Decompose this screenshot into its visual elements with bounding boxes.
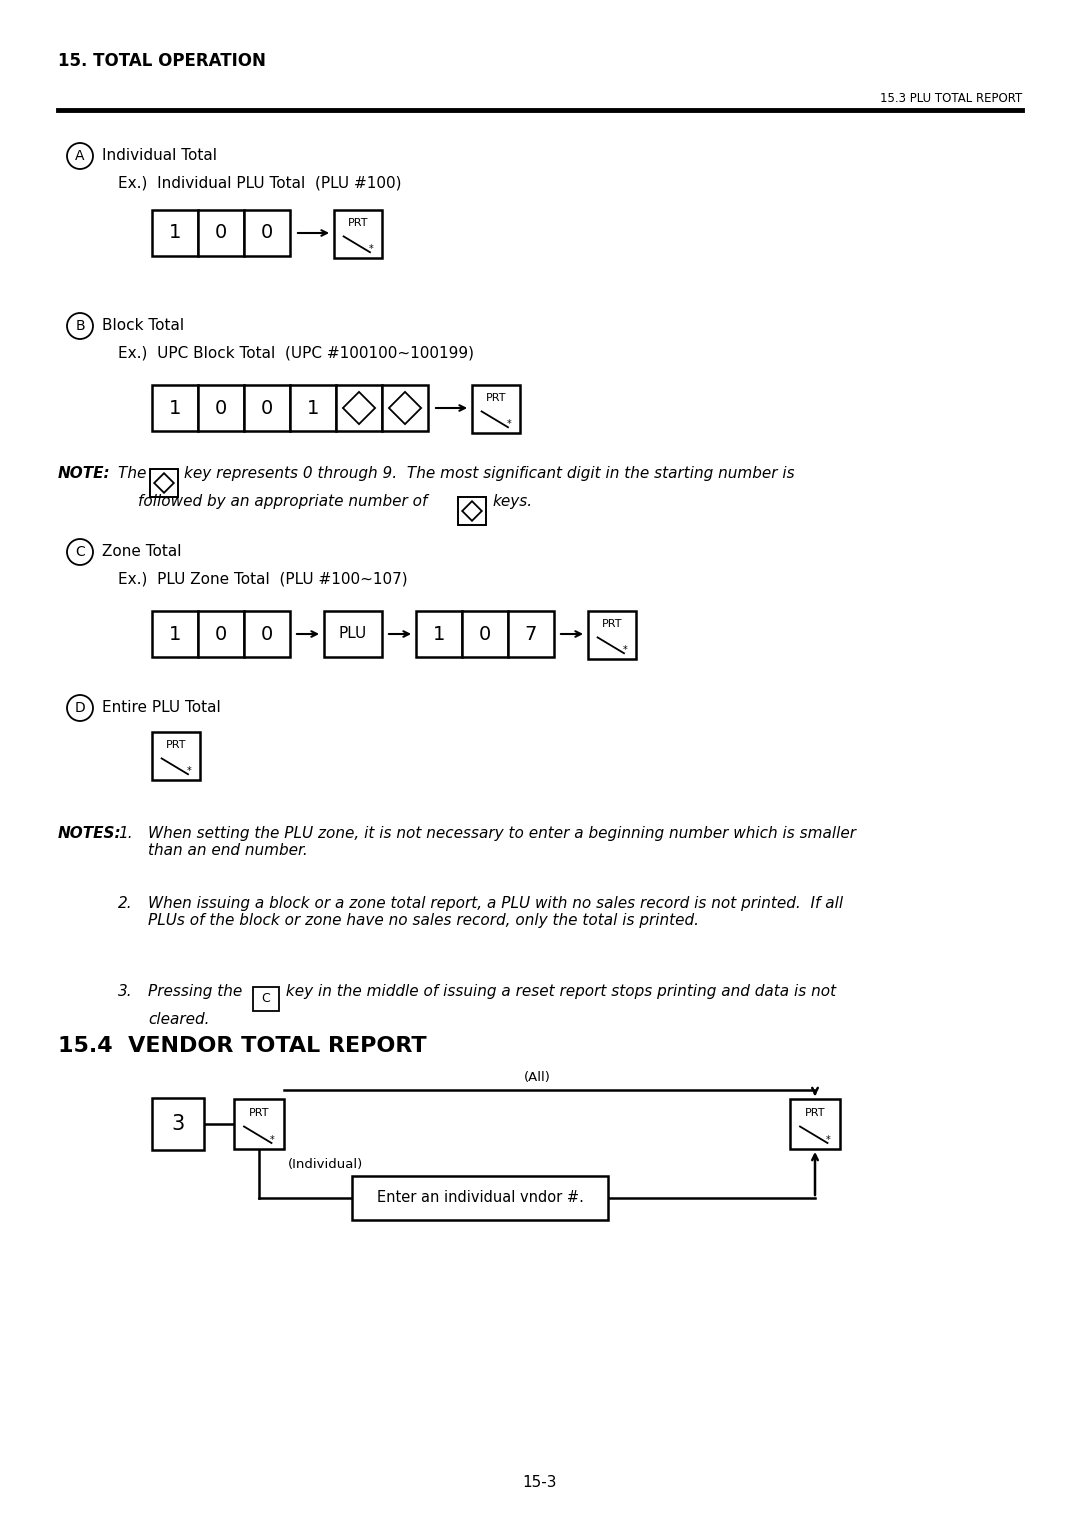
- Text: Individual Total: Individual Total: [102, 148, 217, 163]
- Text: 0: 0: [478, 625, 491, 644]
- Bar: [150, 470, 178, 497]
- Bar: [152, 384, 198, 432]
- Text: 0: 0: [261, 625, 273, 644]
- Text: C: C: [261, 993, 270, 1005]
- Text: 0: 0: [261, 224, 273, 242]
- Bar: [588, 612, 636, 659]
- Polygon shape: [343, 392, 375, 424]
- Bar: [244, 384, 291, 432]
- Text: C: C: [76, 544, 85, 560]
- Text: 3.: 3.: [118, 984, 133, 999]
- Text: 1.: 1.: [118, 827, 133, 840]
- Text: When issuing a block or a zone total report, a PLU with no sales record is not p: When issuing a block or a zone total rep…: [148, 897, 843, 929]
- Bar: [382, 384, 428, 432]
- Text: D: D: [75, 702, 85, 715]
- Text: *: *: [507, 419, 511, 430]
- Text: Ex.)  UPC Block Total  (UPC #100100~100199): Ex.) UPC Block Total (UPC #100100~100199…: [118, 346, 474, 361]
- Text: 1: 1: [307, 398, 320, 418]
- Bar: [334, 210, 382, 258]
- Text: A: A: [76, 149, 84, 163]
- Bar: [336, 384, 382, 432]
- Text: 0: 0: [261, 398, 273, 418]
- Polygon shape: [389, 392, 421, 424]
- Bar: [253, 987, 279, 1011]
- Bar: [352, 1176, 608, 1220]
- Text: 15. TOTAL OPERATION: 15. TOTAL OPERATION: [58, 52, 266, 70]
- Polygon shape: [462, 502, 482, 522]
- Text: 1: 1: [168, 398, 181, 418]
- Text: *: *: [368, 244, 374, 255]
- Bar: [416, 612, 462, 657]
- Text: PRT: PRT: [348, 218, 368, 229]
- Polygon shape: [154, 473, 174, 493]
- Text: 2.: 2.: [118, 897, 133, 910]
- Bar: [234, 1100, 284, 1148]
- Text: Pressing the: Pressing the: [148, 984, 247, 999]
- Bar: [152, 612, 198, 657]
- Text: followed by an appropriate number of: followed by an appropriate number of: [138, 494, 432, 509]
- Text: PRT: PRT: [486, 393, 507, 404]
- Text: 15.4  VENDOR TOTAL REPORT: 15.4 VENDOR TOTAL REPORT: [58, 1035, 427, 1055]
- Text: cleared.: cleared.: [148, 1013, 210, 1026]
- Text: (Individual): (Individual): [288, 1157, 363, 1171]
- Bar: [458, 497, 486, 525]
- Text: 1: 1: [168, 625, 181, 644]
- Bar: [244, 612, 291, 657]
- Text: 3: 3: [172, 1113, 185, 1135]
- Text: Entire PLU Total: Entire PLU Total: [102, 700, 220, 715]
- Bar: [324, 612, 382, 657]
- Text: *: *: [187, 767, 191, 776]
- Bar: [472, 384, 519, 433]
- Bar: [462, 612, 508, 657]
- Text: Zone Total: Zone Total: [102, 544, 181, 560]
- Text: 1: 1: [433, 625, 445, 644]
- Text: key in the middle of issuing a reset report stops printing and data is not: key in the middle of issuing a reset rep…: [281, 984, 836, 999]
- Text: 7: 7: [525, 625, 537, 644]
- Text: *: *: [622, 645, 627, 656]
- Text: PRT: PRT: [248, 1109, 269, 1118]
- Text: 1: 1: [168, 224, 181, 242]
- Text: PLU: PLU: [339, 627, 367, 642]
- Text: The: The: [118, 467, 151, 480]
- Bar: [244, 210, 291, 256]
- Text: PRT: PRT: [165, 741, 186, 750]
- Bar: [508, 612, 554, 657]
- Text: 0: 0: [215, 224, 227, 242]
- Text: NOTES:: NOTES:: [58, 827, 122, 840]
- Text: Enter an individual vndor #.: Enter an individual vndor #.: [377, 1191, 583, 1205]
- Text: (All): (All): [524, 1071, 551, 1084]
- Text: keys.: keys.: [492, 494, 532, 509]
- Text: 15.3 PLU TOTAL REPORT: 15.3 PLU TOTAL REPORT: [880, 92, 1022, 105]
- Bar: [152, 732, 200, 779]
- Text: 0: 0: [215, 625, 227, 644]
- Bar: [198, 384, 244, 432]
- Text: 15-3: 15-3: [523, 1475, 557, 1490]
- Bar: [789, 1100, 840, 1148]
- Text: PRT: PRT: [805, 1109, 825, 1118]
- Text: 0: 0: [215, 398, 227, 418]
- Bar: [152, 210, 198, 256]
- Text: Block Total: Block Total: [102, 319, 184, 332]
- Text: B: B: [76, 319, 85, 332]
- Bar: [291, 384, 336, 432]
- Text: *: *: [270, 1135, 275, 1145]
- Bar: [152, 1098, 204, 1150]
- Text: Ex.)  PLU Zone Total  (PLU #100~107): Ex.) PLU Zone Total (PLU #100~107): [118, 572, 407, 587]
- Text: key represents 0 through 9.  The most significant digit in the starting number i: key represents 0 through 9. The most sig…: [184, 467, 795, 480]
- Text: PRT: PRT: [602, 619, 622, 630]
- Text: *: *: [826, 1135, 831, 1145]
- Text: NOTE:: NOTE:: [58, 467, 110, 480]
- Text: Ex.)  Individual PLU Total  (PLU #100): Ex.) Individual PLU Total (PLU #100): [118, 175, 402, 191]
- Bar: [198, 612, 244, 657]
- Text: When setting the PLU zone, it is not necessary to enter a beginning number which: When setting the PLU zone, it is not nec…: [148, 827, 856, 859]
- Bar: [198, 210, 244, 256]
